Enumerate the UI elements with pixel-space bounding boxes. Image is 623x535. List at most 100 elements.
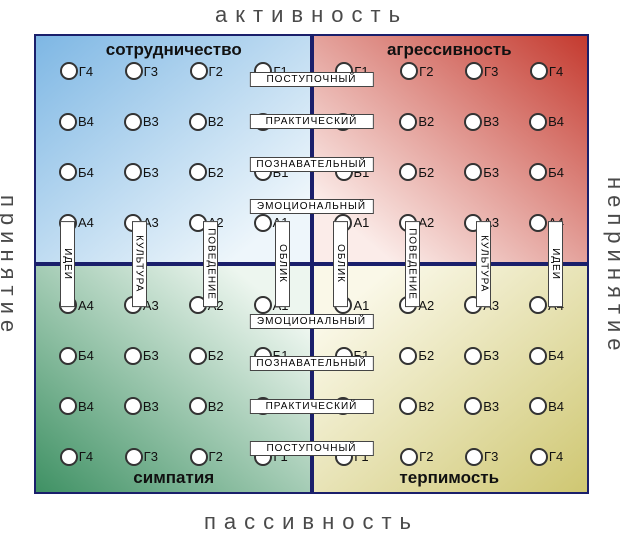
axis-left: принятие: [0, 0, 20, 533]
cell-label: Г3: [144, 64, 158, 79]
grid-cell: Б4: [59, 163, 94, 181]
cell-label: В3: [143, 114, 159, 129]
circle-icon: [189, 397, 207, 415]
circle-icon: [529, 163, 547, 181]
cell-label: Г4: [549, 64, 563, 79]
cell-label: В4: [78, 114, 94, 129]
grid-cell: В3: [464, 397, 499, 415]
row-label: ПОСТУПОЧНЫЙ: [249, 72, 373, 87]
grid-cell: Б4: [529, 163, 564, 181]
circle-icon: [124, 113, 142, 131]
grid-cell: Г2: [190, 62, 223, 80]
circle-icon: [530, 62, 548, 80]
grid-cell: В2: [189, 113, 224, 131]
circle-icon: [465, 62, 483, 80]
plot-area: сотрудничество Г4Г3Г2Г1В4В3В2В1Б4Б3Б2Б1А…: [34, 34, 589, 494]
cell-label: Б4: [548, 348, 564, 363]
circle-icon: [464, 163, 482, 181]
row-label: ПРАКТИЧЕСКИЙ: [249, 114, 373, 129]
grid-cell: Г2: [190, 448, 223, 466]
circle-icon: [190, 448, 208, 466]
cell-label: Б3: [143, 165, 159, 180]
circle-icon: [399, 113, 417, 131]
cell-label: Б4: [78, 165, 94, 180]
cell-label: В2: [208, 399, 224, 414]
circle-icon: [189, 347, 207, 365]
cell-label: Г2: [209, 449, 223, 464]
cell-label: Б2: [418, 348, 434, 363]
cell-label: В4: [548, 399, 564, 414]
circle-icon: [60, 448, 78, 466]
grid-cell: В4: [59, 113, 94, 131]
grid-cell: В4: [59, 397, 94, 415]
grid-cell: Г4: [60, 62, 93, 80]
grid-cell: Г3: [125, 62, 158, 80]
cell-label: Г4: [79, 449, 93, 464]
circle-icon: [464, 113, 482, 131]
grid-cell: В2: [399, 397, 434, 415]
col-label: ИДЕИ: [548, 221, 563, 307]
quadrant-tl-title: сотрудничество: [36, 40, 312, 60]
cell-label: В3: [483, 399, 499, 414]
axis-top: активность: [0, 2, 623, 28]
col-label: ИДЕИ: [60, 221, 75, 307]
grid-cell: Г4: [530, 62, 563, 80]
cell-label: В3: [483, 114, 499, 129]
row-labels-upper: ПОСТУПОЧНЫЙ ПРАКТИЧЕСКИЙ ПОЗНАВАТЕЛЬНЫЙ ЭМО…: [249, 58, 373, 228]
grid-cell: Г4: [530, 448, 563, 466]
cell-label: Г2: [419, 64, 433, 79]
cell-label: Г3: [144, 449, 158, 464]
grid-cell: Б3: [124, 347, 159, 365]
cell-label: Г3: [484, 449, 498, 464]
circle-icon: [189, 113, 207, 131]
grid-cell: Г3: [465, 62, 498, 80]
circle-icon: [400, 448, 418, 466]
cell-label: В3: [143, 399, 159, 414]
row-label: ПОЗНАВАТЕЛЬНЫЙ: [249, 157, 373, 172]
col-label: ПОВЕДЕНИЕ: [405, 221, 420, 307]
circle-icon: [464, 397, 482, 415]
circle-icon: [465, 448, 483, 466]
row-label: ЭМОЦИОНАЛЬНЫЙ: [249, 199, 373, 214]
col-labels-left: ИДЕИКУЛЬТУРАПОВЕДЕНИЕОБЛИК: [60, 221, 290, 307]
row-label: ЭМОЦИОНАЛЬНЫЙ: [249, 314, 373, 329]
circle-icon: [400, 62, 418, 80]
axis-right: непринятие: [603, 0, 623, 533]
grid-cell: В4: [529, 397, 564, 415]
circle-icon: [59, 163, 77, 181]
col-label: ОБЛИК: [275, 221, 290, 307]
circle-icon: [529, 397, 547, 415]
grid-cell: Б3: [124, 163, 159, 181]
cell-label: Г4: [549, 449, 563, 464]
cell-label: Б4: [548, 165, 564, 180]
grid-cell: Б2: [189, 163, 224, 181]
grid-cell: В3: [124, 113, 159, 131]
circle-icon: [399, 347, 417, 365]
col-label: ПОВЕДЕНИЕ: [203, 221, 218, 307]
cell-label: Б4: [78, 348, 94, 363]
circle-icon: [59, 113, 77, 131]
quadrant-bl-title: симпатия: [36, 468, 312, 488]
grid-cell: Б4: [529, 347, 564, 365]
grid-cell: Б3: [464, 163, 499, 181]
cell-label: В2: [208, 114, 224, 129]
cell-label: Г3: [484, 64, 498, 79]
cell-label: Б3: [143, 348, 159, 363]
circle-icon: [530, 448, 548, 466]
grid-cell: Б3: [464, 347, 499, 365]
cell-label: Г2: [209, 64, 223, 79]
circle-icon: [124, 397, 142, 415]
axis-bottom: пассивность: [0, 509, 623, 535]
row-labels-lower: ЭМОЦИОНАЛЬНЫЙПОЗНАВАТЕЛЬНЫЙПРАКТИЧЕСКИЙП…: [249, 300, 373, 470]
grid-cell: Г2: [400, 448, 433, 466]
quadrant-br-title: терпимость: [312, 468, 588, 488]
grid-cell: Г2: [400, 62, 433, 80]
cell-label: Б2: [208, 165, 224, 180]
cell-label: Б2: [418, 165, 434, 180]
circle-icon: [124, 347, 142, 365]
cell-label: В4: [548, 114, 564, 129]
grid-cell: Б2: [399, 163, 434, 181]
cell-label: Б3: [483, 348, 499, 363]
grid-cell: Б4: [59, 347, 94, 365]
grid-cell: В4: [529, 113, 564, 131]
